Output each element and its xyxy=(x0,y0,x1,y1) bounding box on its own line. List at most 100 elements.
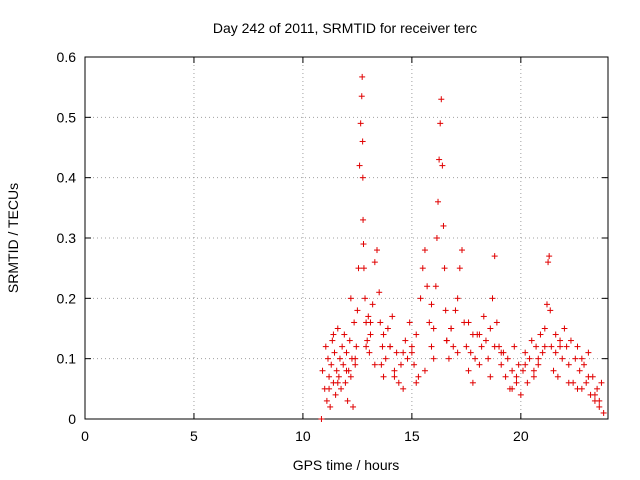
data-point xyxy=(380,331,387,338)
data-point xyxy=(327,403,334,410)
data-point xyxy=(360,216,367,223)
data-point xyxy=(465,319,472,326)
data-point xyxy=(329,337,336,344)
data-point xyxy=(342,379,349,386)
data-point xyxy=(364,337,371,344)
data-point xyxy=(502,373,509,380)
data-point xyxy=(328,361,335,368)
data-point xyxy=(557,337,564,344)
data-point xyxy=(326,385,333,392)
data-point xyxy=(347,373,354,380)
data-point xyxy=(415,373,422,380)
data-point xyxy=(539,349,546,356)
data-point xyxy=(548,343,555,350)
data-point xyxy=(450,343,457,350)
data-point xyxy=(528,337,535,344)
data-point xyxy=(485,355,492,362)
data-point xyxy=(520,367,527,374)
data-point xyxy=(411,361,418,368)
data-point xyxy=(552,331,559,338)
data-point xyxy=(574,343,581,350)
data-point xyxy=(367,319,374,326)
data-point xyxy=(341,331,348,338)
data-point xyxy=(393,349,400,356)
data-point xyxy=(537,331,544,338)
data-point xyxy=(465,367,472,374)
data-point xyxy=(326,373,333,380)
x-tick-label: 10 xyxy=(295,428,311,444)
data-point xyxy=(487,325,494,332)
data-point xyxy=(408,349,415,356)
y-tick-label: 0.6 xyxy=(57,49,77,65)
data-point xyxy=(336,355,343,362)
data-point xyxy=(522,361,529,368)
data-point xyxy=(343,349,350,356)
data-point xyxy=(524,379,531,386)
data-point xyxy=(565,379,572,386)
data-point xyxy=(583,379,590,386)
data-point xyxy=(541,325,548,332)
data-point xyxy=(355,265,362,272)
data-point xyxy=(363,343,370,350)
axis-ticks: 0 5 10 15 20 0 0.1 0.2 0.3 0.4 0.5 0.6 xyxy=(57,49,608,444)
data-point xyxy=(498,349,505,356)
data-point xyxy=(421,247,428,254)
y-tick-label: 0.2 xyxy=(57,290,77,306)
data-point xyxy=(318,416,325,422)
data-point xyxy=(389,313,396,320)
data-point xyxy=(576,367,583,374)
data-point xyxy=(454,349,461,356)
data-point xyxy=(378,361,385,368)
data-point xyxy=(448,325,455,332)
data-point xyxy=(509,367,516,374)
data-point xyxy=(430,355,437,362)
data-point xyxy=(437,120,444,127)
data-point xyxy=(428,301,435,308)
data-point xyxy=(563,343,570,350)
data-point xyxy=(535,355,542,362)
data-point xyxy=(526,355,533,362)
data-point xyxy=(357,120,364,127)
data-point xyxy=(513,373,520,380)
data-point xyxy=(374,247,381,254)
data-point xyxy=(591,391,598,398)
data-point xyxy=(530,367,537,374)
data-point xyxy=(585,349,592,356)
data-point xyxy=(404,355,411,362)
data-point xyxy=(353,343,360,350)
data-point xyxy=(406,319,413,326)
data-point xyxy=(489,295,496,302)
x-tick-label: 5 xyxy=(190,428,198,444)
data-point xyxy=(334,379,341,386)
data-point xyxy=(511,343,518,350)
data-point xyxy=(352,355,359,362)
data-point xyxy=(424,283,431,290)
data-point xyxy=(445,355,452,362)
data-point xyxy=(454,295,461,302)
data-point xyxy=(367,331,374,338)
data-point xyxy=(550,367,557,374)
data-point xyxy=(585,373,592,380)
data-point xyxy=(354,307,361,314)
data-point xyxy=(421,367,428,374)
data-point xyxy=(594,385,601,392)
data-point xyxy=(487,373,494,380)
data-point xyxy=(352,361,359,368)
data-point xyxy=(574,385,581,392)
data-point xyxy=(346,337,353,344)
data-point xyxy=(515,361,522,368)
y-tick-label: 0.5 xyxy=(57,109,77,125)
data-point xyxy=(596,397,603,404)
data-point xyxy=(356,162,363,169)
data-point xyxy=(417,295,424,302)
data-point xyxy=(323,397,330,404)
data-point xyxy=(546,253,553,260)
data-point xyxy=(438,96,445,103)
data-point xyxy=(572,355,579,362)
data-point xyxy=(428,343,435,350)
data-point xyxy=(452,307,459,314)
data-point xyxy=(358,93,365,100)
data-point xyxy=(330,331,337,338)
data-point xyxy=(387,343,394,350)
